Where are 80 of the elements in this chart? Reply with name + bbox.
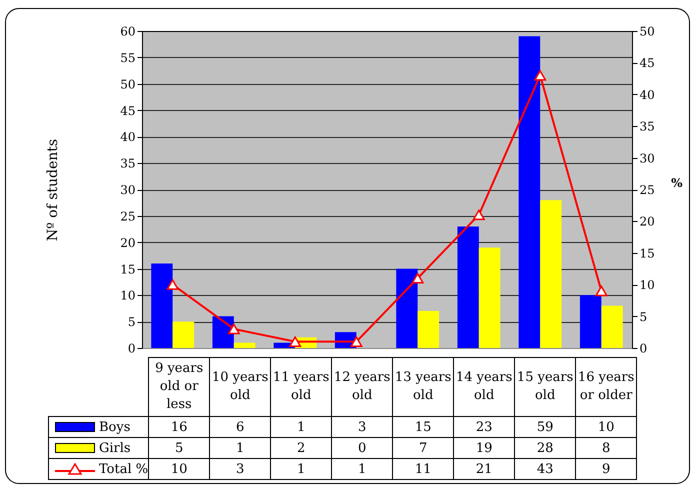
bar [518, 36, 540, 348]
data-label: 9 [576, 458, 637, 480]
data-label: 8 [576, 438, 637, 458]
bar [234, 342, 256, 348]
data-label: 21 [454, 458, 515, 480]
point [166, 279, 179, 290]
y-tick-label: 60 [120, 24, 136, 38]
x-tick-label: 9 years old or less [148, 358, 210, 416]
data-label: 23 [454, 416, 515, 438]
x-tick-label: 11 years old [270, 358, 332, 416]
bar [457, 226, 479, 348]
data-label: 6 [210, 416, 271, 438]
point [289, 336, 302, 347]
x-tick-label: 15 years old [514, 358, 576, 416]
data-label: 10 [148, 458, 210, 480]
y2-axis-title: % [671, 176, 684, 190]
y-tick-label: 50 [120, 77, 136, 92]
bar [396, 268, 418, 348]
data-label: 1 [210, 438, 271, 458]
y2-tick-label: 0 [640, 342, 648, 356]
y-tick-label: 10 [120, 288, 136, 303]
data-label: 19 [454, 438, 515, 458]
data-label: 1 [270, 416, 332, 438]
y2-tick-label: 20 [640, 214, 655, 229]
bar [540, 200, 562, 348]
bar [418, 311, 440, 348]
data-label: 1 [270, 458, 332, 480]
y2-tick-label: 10 [640, 278, 655, 292]
y-tick-label: 5 [128, 315, 136, 330]
y-tick-label: 55 [120, 50, 136, 65]
data-label: 11 [392, 458, 454, 480]
y2-tick-label: 5 [640, 310, 648, 324]
data-label: 43 [514, 458, 576, 480]
bar [580, 295, 602, 348]
y2-tick-label: 15 [640, 246, 655, 260]
data-label: 5 [148, 438, 210, 458]
point [472, 210, 485, 220]
bar [172, 322, 194, 348]
y-tick-label: 30 [120, 183, 136, 197]
point [228, 324, 240, 334]
x-tick-label: 12 years old [332, 358, 393, 416]
bar [601, 306, 623, 348]
data-label: 10 [576, 416, 637, 438]
data-label: 3 [210, 458, 271, 480]
point [534, 70, 546, 81]
data-label: 59 [514, 416, 576, 438]
y2-tick-label: 40 [640, 88, 655, 102]
x-tick-label: 16 years or older [576, 358, 637, 416]
data-label: 1 [332, 458, 393, 480]
y-tick-label: 40 [120, 130, 136, 144]
point [595, 286, 608, 296]
y-tick-label: 0 [128, 342, 136, 356]
legend-label: Girls [48, 438, 149, 458]
x-tick-label: 10 years old [210, 358, 271, 416]
legend-label: Total % [48, 458, 149, 480]
data-label: 3 [332, 416, 393, 438]
point [412, 272, 424, 284]
y2-tick-label: 45 [640, 56, 655, 70]
data-label: 15 [392, 416, 454, 438]
bar [151, 263, 173, 348]
x-tick-label: 13 years old [392, 358, 454, 416]
y-tick-label: 35 [120, 156, 136, 171]
data-label: 2 [270, 438, 332, 458]
y-tick-label: 45 [120, 104, 136, 118]
x-tick-label: 14 years old [454, 358, 515, 416]
bar [478, 248, 500, 348]
data-label: 0 [332, 438, 393, 458]
y2-tick-label: 30 [640, 151, 655, 166]
data-label: 7 [392, 438, 454, 458]
y2-tick-label: 35 [640, 120, 655, 134]
y-tick-label: 25 [120, 209, 136, 224]
data-label: 28 [514, 438, 576, 458]
point [350, 336, 362, 347]
y2-tick-label: 50 [640, 24, 655, 38]
data-label: 16 [148, 416, 210, 438]
y2-tick-label: 25 [640, 183, 655, 197]
y-tick-label: 20 [120, 236, 136, 250]
legend-label: Boys [48, 416, 149, 438]
y-tick-label: 15 [120, 262, 136, 276]
y-axis-title: Nº of students [45, 138, 62, 242]
